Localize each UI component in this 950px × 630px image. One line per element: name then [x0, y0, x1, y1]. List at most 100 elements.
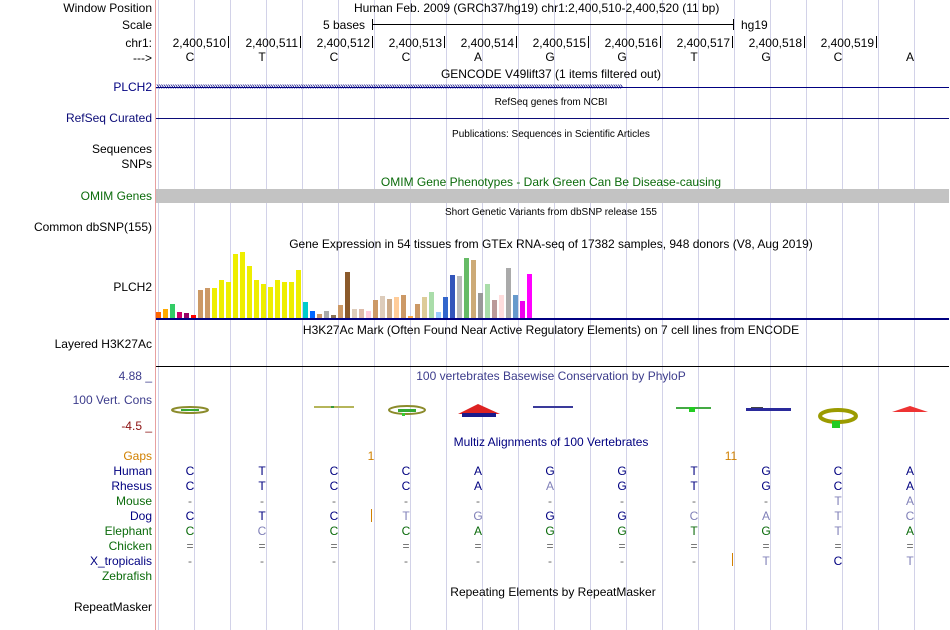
ruler-position: 2,400,512 [316, 36, 370, 50]
gtex-tissue-bar[interactable] [471, 260, 476, 318]
gtex-tissue-bar[interactable] [275, 280, 280, 318]
gtex-tissue-bar[interactable] [212, 288, 217, 318]
gtex-tissue-bar[interactable] [184, 313, 189, 318]
alignment-base: C [833, 554, 843, 568]
species-label[interactable]: Chicken [108, 539, 152, 553]
gtex-tissue-bar[interactable] [254, 280, 259, 318]
gtex-tissue-bar[interactable] [492, 300, 497, 318]
gtex-tissue-bar[interactable] [373, 300, 378, 318]
gtex-label[interactable]: PLCH2 [113, 280, 152, 294]
gtex-tissue-bar[interactable] [415, 304, 420, 318]
omim-feature-bar[interactable] [156, 189, 949, 203]
gtex-tissue-bar[interactable] [366, 311, 371, 318]
gtex-tissue-bar[interactable] [163, 309, 168, 318]
repeatmasker-label[interactable]: RepeatMasker [73, 600, 152, 614]
gtex-tissue-bar[interactable] [443, 297, 448, 318]
gtex-tissue-bar[interactable] [191, 315, 196, 318]
alignment-base: A [761, 509, 770, 523]
publications-label-sequences[interactable]: Sequences [91, 142, 152, 156]
gtex-tissue-bar[interactable] [380, 296, 385, 318]
gtex-tissue-bar[interactable] [352, 309, 357, 318]
gtex-tissue-bar[interactable] [436, 312, 441, 318]
gtex-tissue-bar[interactable] [268, 287, 273, 318]
refseq-label[interactable]: RefSeq Curated [65, 111, 152, 125]
gtex-bar-chart[interactable] [156, 251, 536, 318]
alignment-base: C [185, 509, 195, 523]
gtex-tissue-bar[interactable] [303, 302, 308, 318]
species-label[interactable]: X_tropicalis [89, 554, 152, 568]
species-label[interactable]: Human [113, 464, 152, 478]
logo-pos-3 [314, 406, 354, 408]
alignment-base: G [545, 524, 555, 538]
gtex-tissue-bar[interactable] [520, 301, 525, 318]
plch2-gene-feature[interactable]: ››››››››››››››››››››››››››››››››››››››››… [156, 80, 949, 94]
species-label[interactable]: Mouse [115, 494, 152, 508]
species-label[interactable]: Elephant [104, 524, 152, 538]
gtex-tissue-bar[interactable] [478, 293, 483, 318]
gtex-tissue-bar[interactable] [422, 297, 427, 318]
gtex-tissue-bar[interactable] [513, 295, 518, 318]
gtex-tissue-bar[interactable] [387, 299, 392, 318]
gtex-tissue-bar[interactable] [485, 284, 490, 318]
gtex-tissue-bar[interactable] [289, 282, 294, 318]
gtex-tissue-bar[interactable] [408, 316, 413, 318]
alignment-base: - [764, 494, 768, 508]
gtex-tissue-bar[interactable] [450, 275, 455, 318]
species-label[interactable]: Rhesus [111, 479, 152, 493]
phylop-logo[interactable] [156, 400, 949, 430]
gtex-tissue-bar[interactable] [338, 305, 343, 318]
gtex-tissue-bar[interactable] [226, 282, 231, 318]
gtex-tissue-bar[interactable] [506, 268, 511, 318]
alignment-base: G [473, 509, 483, 523]
omim-label[interactable]: OMIM Genes [80, 189, 152, 203]
refseq-gene-line[interactable] [156, 118, 949, 119]
gencode-label[interactable]: PLCH2 [113, 80, 152, 94]
publications-label-snps[interactable]: SNPs [121, 157, 152, 171]
gtex-tissue-bar[interactable] [457, 276, 462, 318]
gtex-tissue-bar[interactable] [310, 311, 315, 318]
gtex-tissue-bar[interactable] [359, 309, 364, 318]
alignment-base: T [258, 509, 266, 523]
alignment-base: = [618, 539, 626, 553]
gtex-tissue-bar[interactable] [527, 274, 532, 318]
grid-line [914, 0, 915, 630]
gtex-tissue-bar[interactable] [331, 315, 336, 318]
gtex-tissue-bar[interactable] [429, 292, 434, 318]
gtex-tissue-bar[interactable] [177, 312, 182, 318]
species-label[interactable]: Zebrafish [101, 569, 152, 583]
gtex-tissue-bar[interactable] [296, 270, 301, 318]
gtex-tissue-bar[interactable] [219, 280, 224, 318]
gtex-tissue-bar[interactable] [324, 311, 329, 318]
ruler-tick [588, 36, 589, 48]
ruler-position: 2,400,513 [388, 36, 442, 50]
gtex-tissue-bar[interactable] [394, 297, 399, 318]
alignment-base: - [404, 554, 408, 568]
scale-bar-right-tick [733, 19, 734, 30]
gtex-tissue-bar[interactable] [261, 284, 266, 318]
gtex-tissue-bar[interactable] [198, 290, 203, 318]
ruler-tick [372, 36, 373, 48]
gap-mark-1: 1 [367, 449, 375, 463]
logo-pos-8 [676, 407, 711, 412]
gtex-tissue-bar[interactable] [317, 314, 322, 318]
gtex-tissue-bar[interactable] [156, 312, 161, 318]
gtex-tissue-bar[interactable] [205, 288, 210, 318]
alignment-base: - [332, 554, 336, 568]
gtex-tissue-bar[interactable] [401, 295, 406, 318]
gtex-tissue-bar[interactable] [233, 254, 238, 318]
gtex-tissue-bar[interactable] [240, 252, 245, 318]
dbsnp-label[interactable]: Common dbSNP(155) [33, 220, 152, 234]
repeatmasker-track-title: Repeating Elements by RepeatMasker [450, 585, 656, 599]
refseq-track-title: RefSeq genes from NCBI [494, 97, 608, 108]
alignment-base: C [833, 479, 843, 493]
gtex-tissue-bar[interactable] [282, 282, 287, 318]
gtex-tissue-bar[interactable] [170, 304, 175, 318]
window-position-value[interactable]: Human Feb. 2009 (GRCh37/hg19) chr1:2,400… [354, 1, 720, 15]
gtex-tissue-bar[interactable] [464, 258, 469, 318]
phylop-label[interactable]: 100 Vert. Cons [72, 393, 152, 407]
gtex-tissue-bar[interactable] [345, 272, 350, 318]
gtex-tissue-bar[interactable] [499, 295, 504, 318]
species-label[interactable]: Dog [129, 509, 152, 523]
gtex-tissue-bar[interactable] [247, 266, 252, 318]
h3k27ac-label[interactable]: Layered H3K27Ac [54, 337, 152, 351]
